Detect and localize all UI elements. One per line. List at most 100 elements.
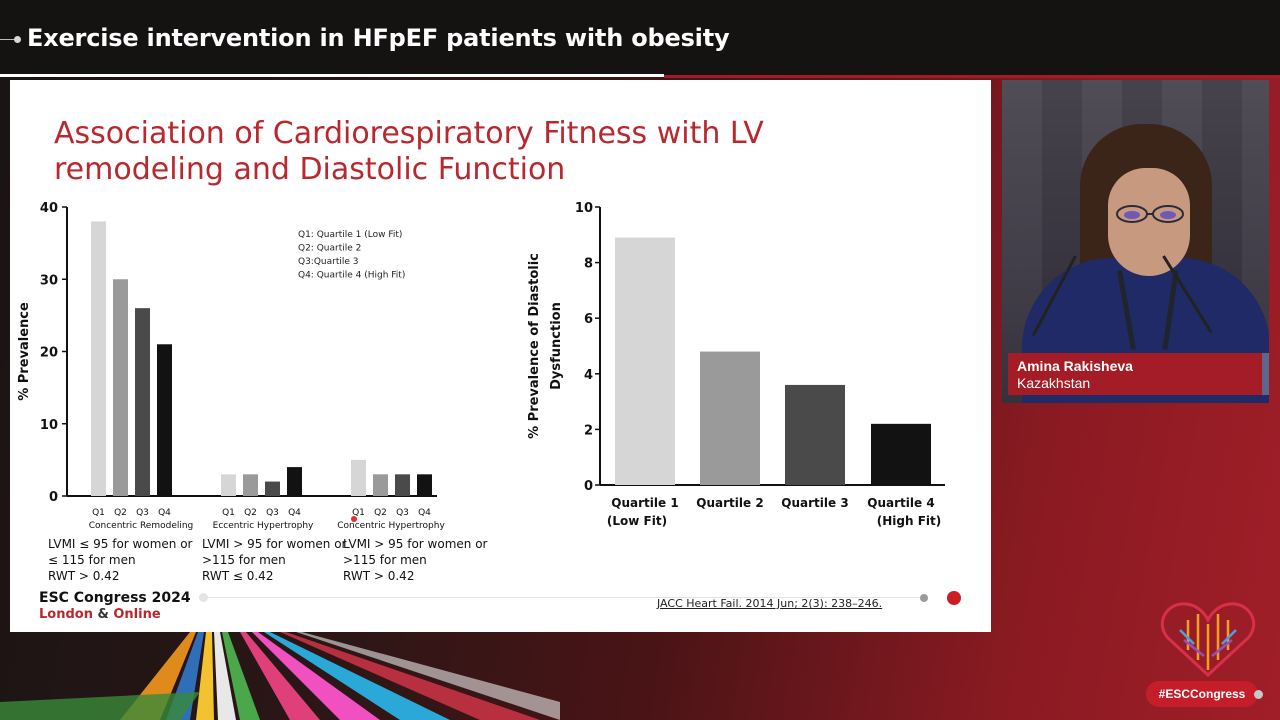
definition-line: LVMI ≤ 95 for women or <box>48 537 193 551</box>
x-tick-label: Quartile 4 <box>867 496 934 510</box>
speaker-video <box>1002 80 1269 403</box>
bar <box>265 481 280 496</box>
bar <box>221 474 236 496</box>
legend-entry: Q3:Quartile 3 <box>298 257 359 267</box>
y-tick-label: 4 <box>584 368 593 383</box>
speaker-face <box>1108 168 1190 276</box>
title-bar-line <box>0 39 16 40</box>
bar <box>157 344 172 496</box>
y-axis-label: % Prevalence <box>17 302 32 401</box>
bar <box>135 308 150 496</box>
bar <box>91 221 106 496</box>
esc-logo-amp: & <box>97 607 109 622</box>
cursor-dot <box>351 516 357 522</box>
legend-entry: Q2: Quartile 2 <box>298 244 361 254</box>
definition-line: RWT > 0.42 <box>343 569 415 583</box>
slide-title-line1: Association of Cardiorespiratory Fitness… <box>54 116 764 151</box>
y-tick-label: 20 <box>40 346 58 361</box>
bar <box>373 474 388 496</box>
group-label: Concentric Hypertrophy <box>337 521 445 531</box>
legend-entry: Q4: Quartile 4 (High Fit) <box>298 271 405 281</box>
y-tick-label: 0 <box>584 479 593 494</box>
x-tick-label: Q2 <box>114 508 127 518</box>
bar <box>287 467 302 496</box>
speaker-name-plate <box>1008 353 1262 395</box>
definition-line: >115 for men <box>202 553 286 567</box>
bar <box>785 384 845 485</box>
broadcast-title-bar: Exercise intervention in HFpEF patients … <box>0 0 1280 78</box>
x-tick-label: Q3 <box>136 508 149 518</box>
y-tick-label: 8 <box>584 257 593 272</box>
group-label: Eccentric Hypertrophy <box>213 521 314 531</box>
slide-progress-track[interactable] <box>204 597 924 598</box>
definition-line: >115 for men <box>343 553 427 567</box>
y-axis-label-line2: Dysfunction <box>549 302 564 390</box>
esc-logo-line1: ESC Congress 2024 <box>39 590 191 606</box>
speaker-name: Amina Rakisheva <box>1017 358 1133 374</box>
definition-line: RWT ≤ 0.42 <box>202 569 274 583</box>
y-tick-label: 2 <box>584 423 593 438</box>
y-tick-label: 10 <box>40 418 58 433</box>
x-tick-label: Q1 <box>222 508 235 518</box>
definition-line: LVMI > 95 for women or <box>343 537 488 551</box>
group-label: Concentric Remodeling <box>89 521 194 531</box>
y-tick-label: 6 <box>584 312 593 327</box>
esc-logo-city: London <box>39 607 93 622</box>
slide-progress-knob[interactable] <box>199 593 208 602</box>
bar <box>615 237 675 485</box>
glasses-icon <box>1116 205 1184 223</box>
definition-line: RWT > 0.42 <box>48 569 120 583</box>
title-red-line <box>664 75 1280 78</box>
esc-logo-line2: London & Online <box>39 607 191 622</box>
name-plate-edge <box>1262 353 1269 395</box>
bar <box>351 459 366 496</box>
citation-link[interactable]: JACC Heart Fail. 2014 Jun; 2(3): 238–246… <box>657 597 883 610</box>
definition-line: LVMI > 95 for women or <box>202 537 347 551</box>
y-tick-label: 40 <box>40 201 58 216</box>
title-bar-dot <box>14 36 21 43</box>
x-tick-label: Quartile 2 <box>696 496 763 510</box>
esc-logo-online: Online <box>113 607 161 622</box>
definition-eccentric-hypertrophy: LVMI > 95 for women or >115 for men RWT … <box>202 536 346 584</box>
title-underline <box>0 74 664 77</box>
esc-congress-logo: ESC Congress 2024 London & Online <box>39 590 191 622</box>
x-tick-label: Q4 <box>288 508 301 518</box>
x-tick-label: Q4 <box>158 508 171 518</box>
bar <box>871 423 931 485</box>
x-tick-label: Q3 <box>266 508 279 518</box>
x-tick-label: Q2 <box>244 508 257 518</box>
speaker-country: Kazakhstan <box>1017 375 1091 391</box>
y-tick-label: 10 <box>575 201 593 216</box>
x-tick-sublabel: (Low Fit) <box>607 514 667 528</box>
x-tick-label: Quartile 3 <box>781 496 848 510</box>
definition-concentric-remodeling: LVMI ≤ 95 for women or ≤ 115 for men RWT… <box>48 536 192 584</box>
slide-nav-dot[interactable] <box>920 594 928 602</box>
x-tick-label: Q4 <box>418 508 431 518</box>
y-tick-label: 0 <box>49 490 58 505</box>
slide-title-line2: remodeling and Diastolic Function <box>54 152 566 187</box>
bar <box>417 474 432 496</box>
slide-title: Association of Cardiorespiratory Fitness… <box>54 116 954 188</box>
hashtag-badge: #ESCCongress <box>1146 681 1258 707</box>
x-tick-label: Quartile 1 <box>611 496 678 510</box>
x-tick-label: Q3 <box>396 508 409 518</box>
x-tick-label: Q1 <box>352 508 365 518</box>
bar <box>243 474 258 496</box>
bar <box>700 351 760 485</box>
legend-entry: Q1: Quartile 1 (Low Fit) <box>298 230 402 240</box>
bar <box>113 279 128 496</box>
decorative-stripes <box>0 632 560 720</box>
presentation-slide: Association of Cardiorespiratory Fitness… <box>10 80 991 632</box>
x-tick-sublabel: (High Fit) <box>877 514 941 528</box>
hashtag-dot <box>1254 690 1263 699</box>
x-tick-label: Q2 <box>374 508 387 518</box>
esc-heart-logo-icon <box>1160 602 1256 678</box>
bar <box>395 474 410 496</box>
broadcast-title: Exercise intervention in HFpEF patients … <box>27 24 730 52</box>
x-tick-label: Q1 <box>92 508 105 518</box>
y-tick-label: 30 <box>40 273 58 288</box>
slide-nav-dot-active[interactable] <box>947 591 961 605</box>
definition-line: ≤ 115 for men <box>48 553 136 567</box>
definition-concentric-hypertrophy: LVMI > 95 for women or >115 for men RWT … <box>343 536 487 584</box>
